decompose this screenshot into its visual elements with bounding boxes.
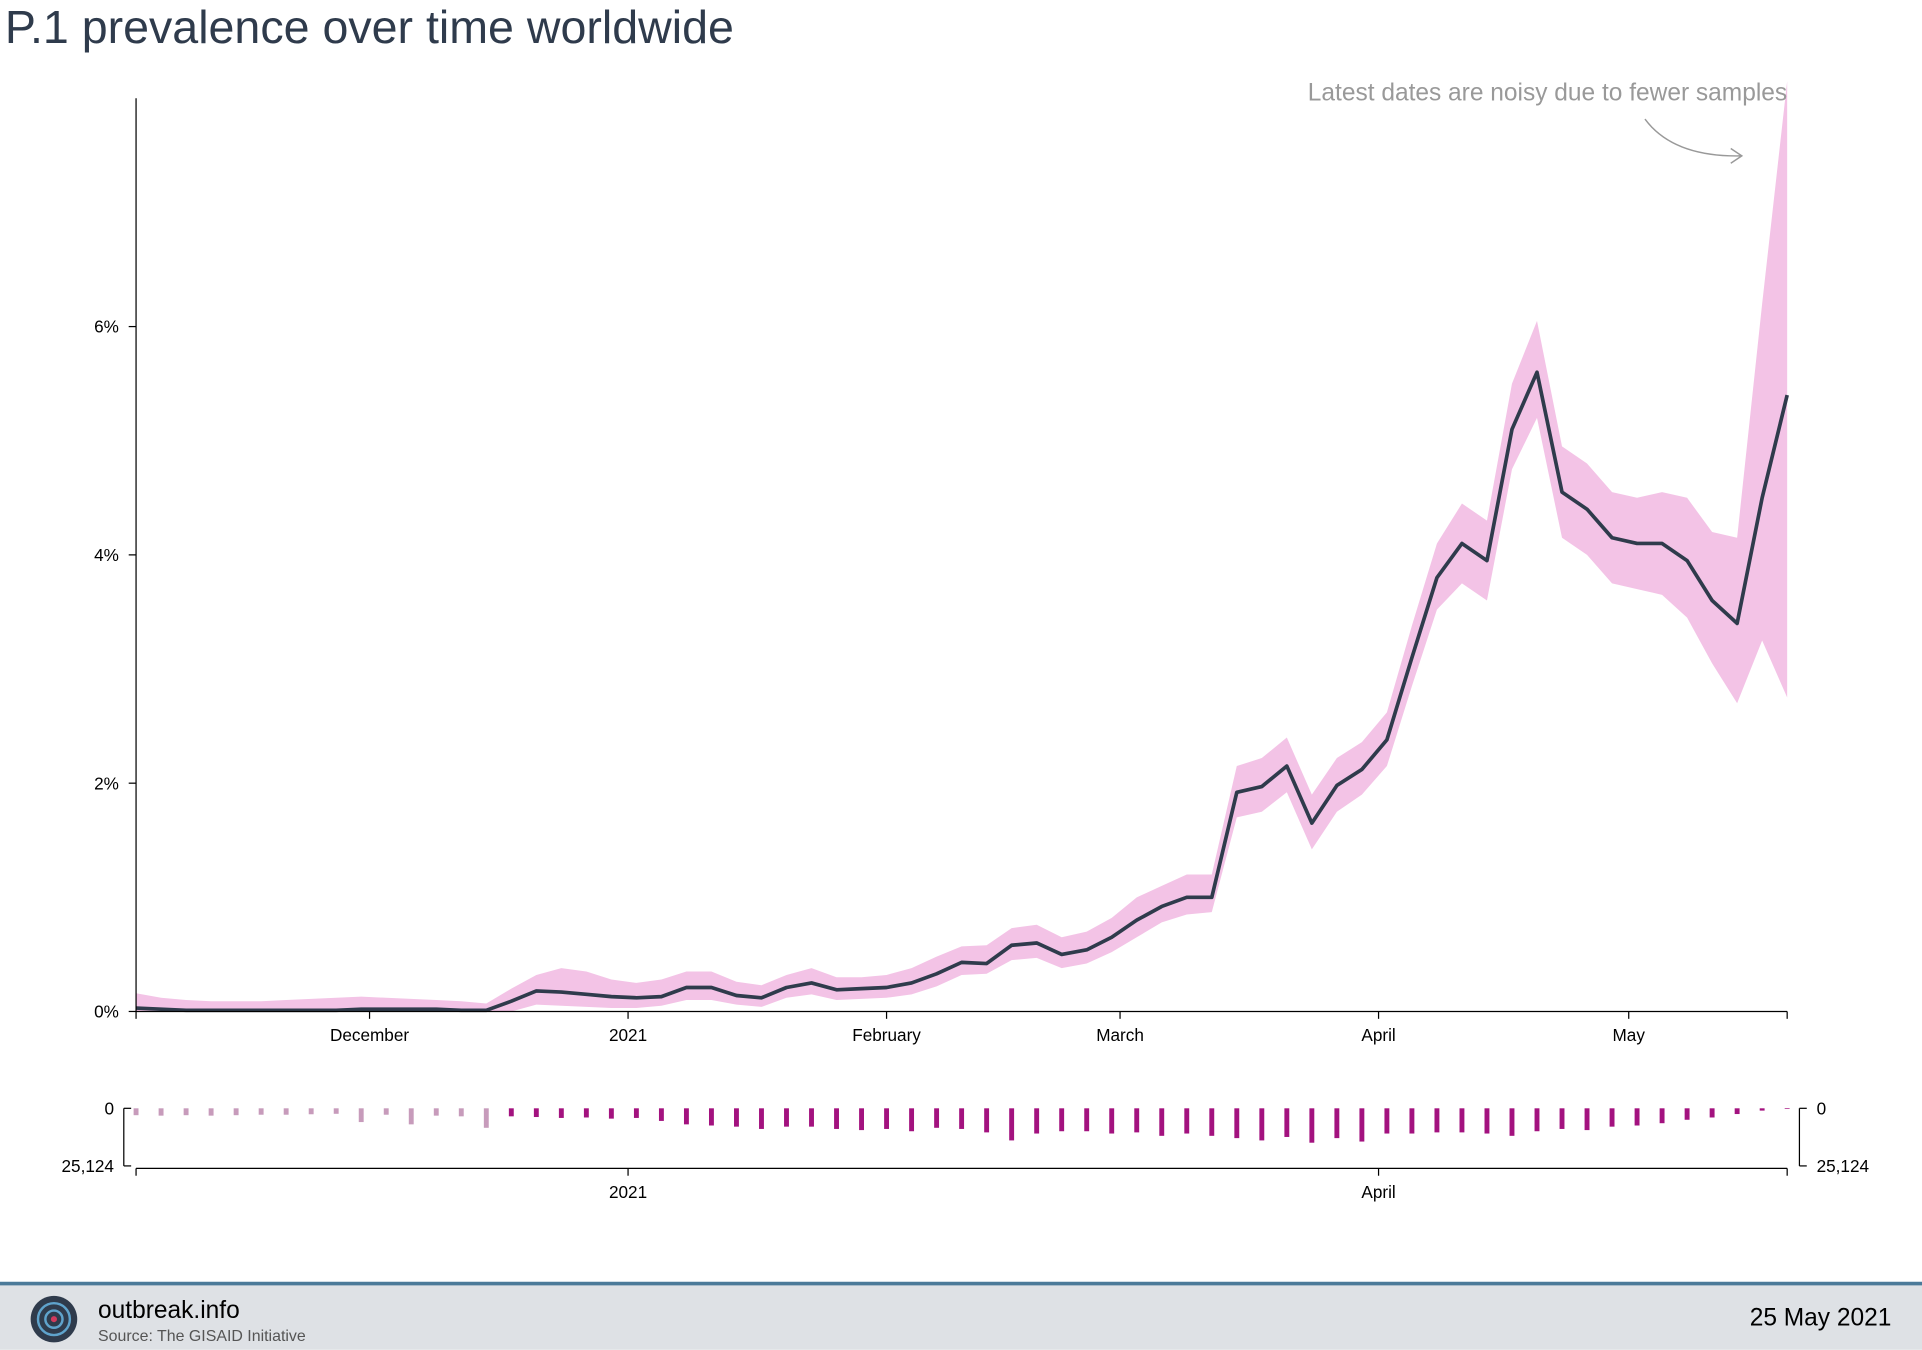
sample-bar: [1109, 1108, 1115, 1134]
sample-bar: [1584, 1108, 1590, 1131]
sample-bar: [158, 1108, 164, 1116]
sample-bar: [1284, 1108, 1290, 1137]
sample-bar: [1759, 1108, 1765, 1111]
sample-bar: [508, 1108, 514, 1117]
sample-bar: [358, 1108, 364, 1123]
sample-bar: [308, 1108, 314, 1115]
y-tick-label: 25,124: [62, 1156, 115, 1176]
sample-bar: [1534, 1108, 1540, 1132]
sample-bar: [1184, 1108, 1190, 1134]
sample-bar: [533, 1108, 539, 1118]
sample-bar: [984, 1108, 990, 1133]
sample-bar: [1384, 1108, 1390, 1134]
sample-bar: [558, 1108, 564, 1118]
sample-bar: [1234, 1108, 1240, 1139]
footer-logo: [30, 1295, 78, 1343]
footer-date: 25 May 2021: [1750, 1304, 1892, 1331]
sample-bar: [809, 1108, 814, 1127]
sample-bar: [1434, 1108, 1440, 1133]
sample-bar: [583, 1108, 589, 1118]
sample-bar: [1034, 1108, 1040, 1134]
sample-bar: [633, 1108, 639, 1118]
sample-bar: [909, 1108, 915, 1132]
sample-bar: [458, 1108, 464, 1117]
footer-source: Source: The GISAID Initiative: [98, 1328, 306, 1345]
sample-bar: [608, 1108, 614, 1119]
sample-bar: [233, 1108, 239, 1116]
sample-bar: [1634, 1108, 1640, 1126]
sample-bar: [1009, 1108, 1015, 1141]
sample-bar: [1059, 1108, 1065, 1132]
sample-bar: [333, 1108, 339, 1114]
sample-bar: [408, 1108, 414, 1125]
sample-bar: [1609, 1108, 1615, 1127]
sample-bar: [1709, 1108, 1715, 1118]
annotation: Latest dates are noisy due to fewer samp…: [1308, 80, 1787, 107]
sample-bar: [1309, 1108, 1315, 1143]
sample-bar: [1784, 1108, 1790, 1109]
sample-bar: [258, 1108, 264, 1115]
sample-bar: [433, 1108, 439, 1116]
sample-bar: [683, 1108, 689, 1125]
x-tick-label: December: [330, 1025, 409, 1045]
sample-bar: [183, 1108, 189, 1116]
y-tick-label: 0: [104, 1098, 114, 1118]
y-tick-label: 6%: [94, 317, 119, 337]
y-tick-label: 2%: [94, 773, 119, 793]
sample-bar: [708, 1108, 714, 1126]
x-tick-label: April: [1361, 1025, 1395, 1045]
sample-bar: [859, 1108, 864, 1131]
annotation-arrow: [1644, 118, 1741, 157]
x-tick-label: 2021: [609, 1025, 647, 1045]
sample-bar: [1734, 1108, 1740, 1115]
sample-bar: [734, 1108, 739, 1127]
sample-bar: [1334, 1108, 1340, 1139]
sample-bar: [784, 1108, 789, 1127]
y-tick-label: 0%: [94, 1002, 119, 1022]
sample-bar: [759, 1108, 764, 1129]
sample-bar: [1134, 1108, 1140, 1133]
sample-bar: [1459, 1108, 1465, 1133]
y-tick-label: 4%: [94, 545, 119, 565]
annotation-arrowhead: [1730, 147, 1744, 164]
footer-brand: outbreak.info: [98, 1297, 240, 1324]
sample-bar: [208, 1108, 214, 1116]
sample-bar: [1409, 1108, 1415, 1134]
confidence-band: [136, 81, 1788, 1012]
sample-bar: [1259, 1108, 1265, 1141]
x-tick-label: 2021: [609, 1182, 647, 1202]
y-tick-label: 25,124: [1817, 1156, 1870, 1176]
sample-bar: [884, 1108, 890, 1129]
sample-bar: [658, 1108, 664, 1121]
sample-bar: [1159, 1108, 1165, 1136]
sample-bar: [834, 1108, 839, 1129]
sample-bar: [1359, 1108, 1365, 1142]
sample-bar: [959, 1108, 965, 1129]
x-tick-label: May: [1613, 1025, 1646, 1045]
sample-bar: [1084, 1108, 1090, 1132]
x-tick-label: February: [852, 1025, 921, 1045]
sample-bar: [1659, 1108, 1665, 1124]
sample-bar: [1209, 1108, 1215, 1136]
sample-bar: [934, 1108, 940, 1128]
sample-bar: [1484, 1108, 1490, 1134]
y-tick-label: 0: [1817, 1098, 1827, 1118]
sample-bar: [1509, 1108, 1515, 1136]
sample-bar: [283, 1108, 289, 1115]
sample-bar: [383, 1108, 389, 1115]
x-tick-label: April: [1361, 1182, 1395, 1202]
sample-bar: [1559, 1108, 1565, 1129]
sample-bar: [483, 1108, 489, 1128]
prevalence-line: [135, 370, 1789, 1013]
sample-bar: [133, 1108, 139, 1116]
sample-bar: [1684, 1108, 1690, 1120]
footer-background: [0, 1282, 1922, 1350]
chart-title: P.1 prevalence over time worldwide: [5, 1, 734, 53]
x-tick-label: March: [1096, 1025, 1144, 1045]
